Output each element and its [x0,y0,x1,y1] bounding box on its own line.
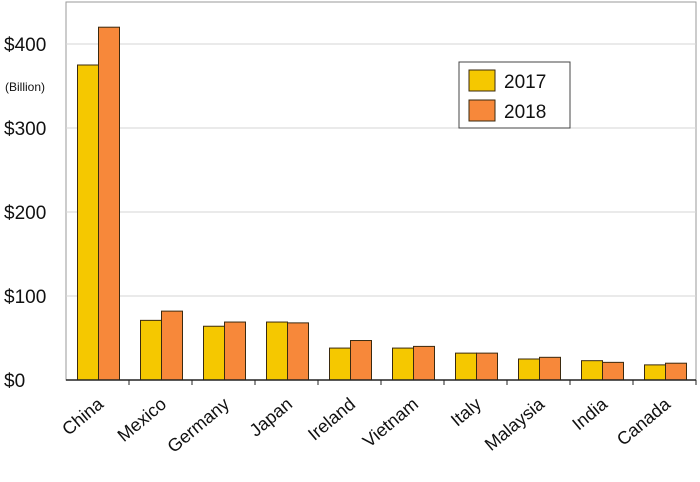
bar-2018-japan [287,322,309,381]
bars [77,26,687,381]
x-tick-label: Malaysia [481,393,549,455]
bar-2018-malaysia [539,356,561,381]
bar-2018-ireland [350,340,372,381]
y-tick-label: $400 [4,35,46,56]
y-tick-label: $100 [4,287,46,308]
bar-2018-germany [224,321,246,381]
legend-label-2018: 2018 [504,102,546,123]
bar-2017-canada [644,364,666,381]
legend: 2017 2018 [458,61,571,129]
legend-label-2017: 2017 [504,72,546,93]
y-tick-label: $0 [4,371,25,392]
gridlines [66,43,696,297]
bar-2018-vietnam [413,345,435,381]
x-tick-label: Canada [613,393,675,449]
x-tick-label: Japan [246,394,296,441]
legend-swatch-2017 [468,69,496,92]
x-tick-label: India [568,393,612,434]
y-tick-label: $200 [4,203,46,224]
x-tick-label: China [58,393,108,439]
bar-2018-canada [665,362,687,381]
bar-2018-india [602,361,624,381]
x-tick-label: Vietnam [359,394,422,452]
bar-2017-italy [455,352,477,381]
bar-2017-china [77,64,99,381]
bar-2018-china [98,26,120,381]
bar-2018-italy [476,352,498,381]
x-tick-label: Italy [447,394,485,431]
y-unit-label: (Billion) [5,80,45,94]
bar-2017-mexico [140,319,162,381]
bar-2017-vietnam [392,347,414,381]
y-tick-label: $300 [4,119,46,140]
x-tick-label: Ireland [304,394,359,445]
bar-2017-malaysia [518,358,540,381]
bar-2017-ireland [329,347,351,381]
x-tick-label: Germany [164,394,234,457]
y-axis: $0 $100 $200 $300 $400 [4,35,46,392]
x-tick-label: Mexico [114,394,171,446]
legend-swatch-2018 [468,99,496,122]
bar-2017-japan [266,321,288,381]
bar-2017-india [581,360,603,381]
bar-2017-germany [203,325,225,381]
bar-2018-mexico [161,310,183,381]
